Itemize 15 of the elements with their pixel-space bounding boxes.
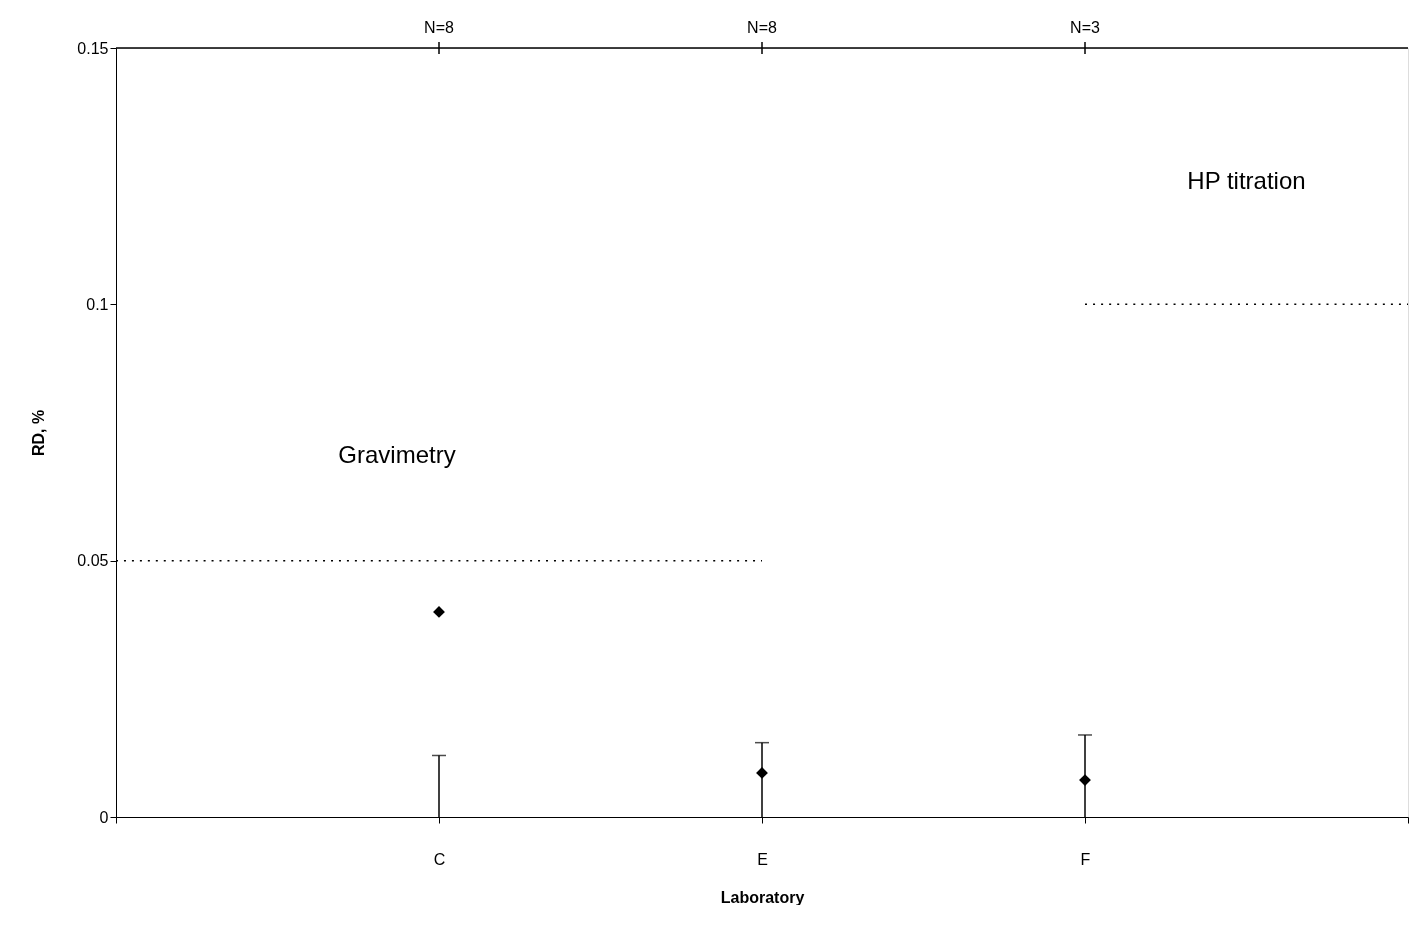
annotation: N=8: [747, 19, 777, 36]
y-tick-label: 0.1: [86, 295, 109, 313]
y-tick-label: 0.05: [77, 552, 109, 570]
x-tick-label: E: [757, 850, 768, 868]
annotation: N=3: [1070, 19, 1100, 36]
point: [433, 606, 445, 618]
annotation: N=8: [424, 19, 454, 36]
y-tick-label: 0.15: [77, 39, 109, 57]
y-axis-title: RD, %: [30, 409, 48, 457]
y-tick-label: 0: [99, 808, 109, 826]
x-axis-title: Laboratory: [720, 888, 805, 906]
x-tick-label: F: [1080, 850, 1091, 868]
annotation: HP titration: [1187, 166, 1306, 194]
annotation: Gravimetry: [338, 440, 456, 468]
x-tick-label: C: [433, 850, 446, 868]
